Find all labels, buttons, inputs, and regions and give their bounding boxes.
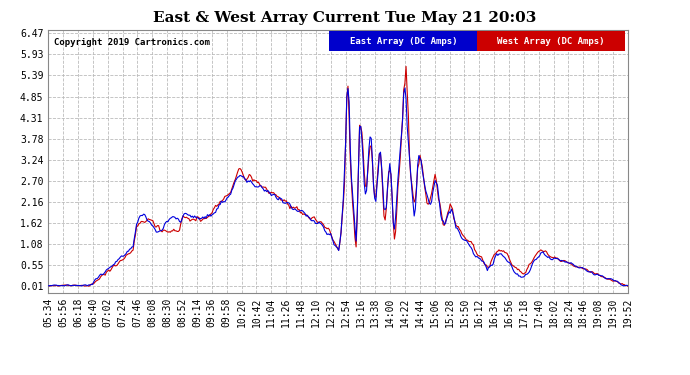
Text: East Array (DC Amps): East Array (DC Amps) — [350, 37, 457, 46]
FancyBboxPatch shape — [329, 32, 477, 51]
Text: Copyright 2019 Cartronics.com: Copyright 2019 Cartronics.com — [54, 38, 210, 47]
Text: West Array (DC Amps): West Array (DC Amps) — [497, 37, 605, 46]
Text: East & West Array Current Tue May 21 20:03: East & West Array Current Tue May 21 20:… — [153, 11, 537, 25]
FancyBboxPatch shape — [477, 32, 625, 51]
